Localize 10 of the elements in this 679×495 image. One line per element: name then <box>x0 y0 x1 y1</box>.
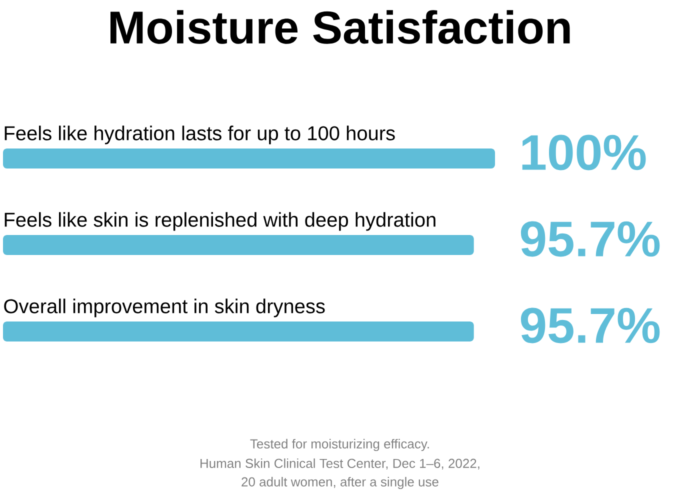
data-label: 95.7% <box>520 308 660 344</box>
y-tick-label: Overall improvement in skin dryness <box>4 298 325 318</box>
chart-title: Moisture Satisfaction <box>110 10 570 44</box>
data-label: 100% <box>522 134 646 170</box>
text: Tested for moisturizing efficacy. <box>250 438 429 452</box>
data-label: 95.7% <box>520 221 660 257</box>
text: 20 adult women, after a single use <box>242 476 438 490</box>
y-tick-label: Feels like skin is replenished with deep hydration <box>4 212 436 231</box>
text: Human Skin Clinical Test Center, Dec 1–6, 2022, <box>200 458 480 470</box>
y-tick-label: Feels like hydration lasts for up to 100 hours <box>4 126 395 144</box>
